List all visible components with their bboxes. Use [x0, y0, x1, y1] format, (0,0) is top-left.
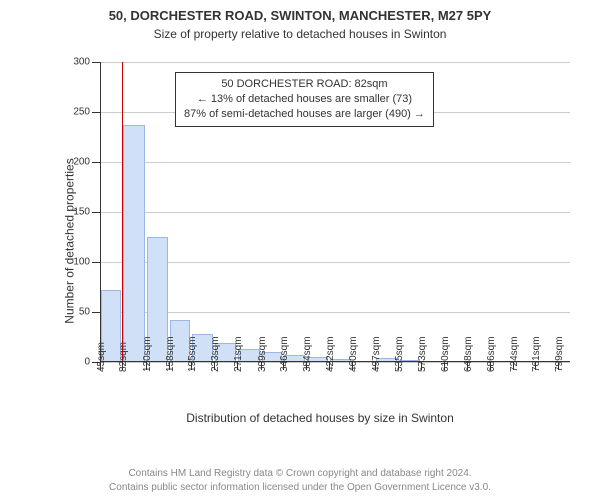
x-tick-label: 195sqm: [187, 336, 198, 372]
x-tick-label: 535sqm: [394, 336, 405, 372]
page-subtitle: Size of property relative to detached ho…: [0, 23, 600, 41]
gridline: [100, 162, 570, 163]
x-tick-label: 799sqm: [554, 336, 565, 372]
figure: 50, DORCHESTER ROAD, SWINTON, MANCHESTER…: [0, 0, 600, 500]
footer: Contains HM Land Registry data © Crown c…: [0, 467, 600, 494]
info-box-line: 87% of semi-detached houses are larger (…: [184, 107, 425, 122]
gridline: [100, 212, 570, 213]
x-tick-label: 120sqm: [142, 336, 153, 372]
x-tick-label: 686sqm: [486, 336, 497, 372]
y-tick-label: 50: [79, 307, 100, 318]
y-tick-label: 300: [73, 57, 100, 68]
y-tick-label: 150: [73, 207, 100, 218]
reference-line: [122, 62, 123, 362]
x-tick-label: 724sqm: [509, 336, 520, 372]
y-tick-label: 100: [73, 257, 100, 268]
x-axis-label: Distribution of detached houses by size …: [60, 411, 580, 425]
gridline: [100, 62, 570, 63]
gridline: [100, 262, 570, 263]
info-box-line: ← 13% of detached houses are smaller (73…: [184, 92, 425, 107]
y-axis: [100, 62, 101, 362]
x-tick-label: 422sqm: [325, 336, 336, 372]
y-tick-label: 200: [73, 157, 100, 168]
x-tick-label: 309sqm: [257, 336, 268, 372]
x-tick-label: 384sqm: [302, 336, 313, 372]
y-tick-label: 250: [73, 107, 100, 118]
x-tick-label: 610sqm: [440, 336, 451, 372]
x-tick-label: 497sqm: [371, 336, 382, 372]
x-tick-label: 233sqm: [210, 336, 221, 372]
info-box-line: 50 DORCHESTER ROAD: 82sqm: [184, 77, 425, 92]
x-tick-label: 460sqm: [348, 336, 359, 372]
x-tick-label: 648sqm: [463, 336, 474, 372]
footer-line-1: Contains HM Land Registry data © Crown c…: [0, 467, 600, 481]
x-tick-label: 573sqm: [417, 336, 428, 372]
chart-area: Number of detached properties 0501001502…: [60, 56, 580, 426]
x-axis: [100, 361, 570, 362]
x-tick-label: 82sqm: [118, 342, 129, 372]
info-box: 50 DORCHESTER ROAD: 82sqm← 13% of detach…: [175, 72, 434, 127]
page-title: 50, DORCHESTER ROAD, SWINTON, MANCHESTER…: [0, 0, 600, 23]
footer-line-2: Contains public sector information licen…: [0, 481, 600, 495]
x-tick-label: 45sqm: [96, 342, 107, 372]
x-tick-label: 761sqm: [531, 336, 542, 372]
x-tick-label: 271sqm: [233, 336, 244, 372]
histogram-bar: [123, 125, 144, 362]
y-axis-label-text: Number of detached properties: [63, 158, 77, 323]
gridline: [100, 312, 570, 313]
x-tick-label: 346sqm: [279, 336, 290, 372]
x-tick-label: 158sqm: [165, 336, 176, 372]
plot-area: 05010015020025030045sqm82sqm120sqm158sqm…: [100, 62, 570, 362]
